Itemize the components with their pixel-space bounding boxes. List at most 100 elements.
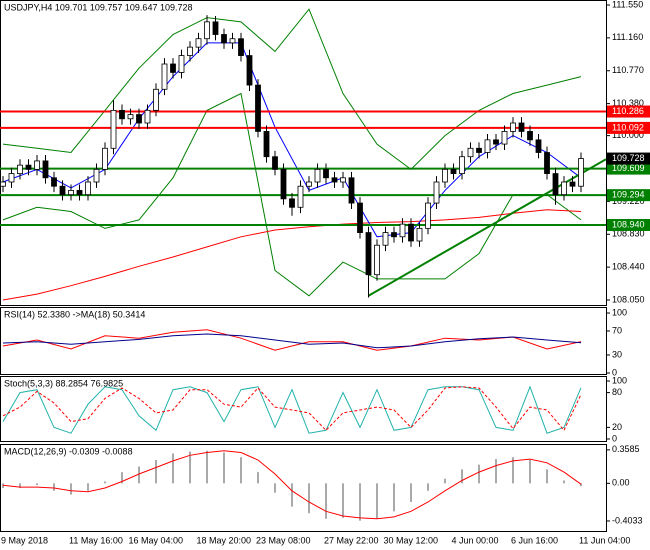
candle-body [68,190,74,196]
candle-body [153,88,159,111]
candle-body [476,147,482,153]
panel-frame [0,444,607,532]
histogram-bar [461,469,463,484]
candle-body [561,181,567,196]
candle-body [144,109,151,124]
candle-body [578,158,584,187]
panel-title: RSI(14) 52.3380 ->MA(18) 50.3414 [4,309,145,319]
candle-body [170,63,176,73]
candle-body [93,168,100,183]
candle-body [187,46,193,56]
level-label-box [607,162,650,175]
level-label-box [607,121,650,134]
x-tick-label: 6 Jun 16:00 [511,535,558,545]
histogram-bar [580,483,582,487]
y-tick-label: 0.00 [612,478,630,488]
histogram-bar [189,451,191,484]
level-label-box [607,105,650,118]
candle-body [238,38,244,56]
level-label: 110.092 [612,122,644,132]
x-tick-label: 30 May 12:00 [384,535,439,545]
candle-body [59,185,66,196]
x-tick-label: 16 May 04:00 [129,535,184,545]
level-label: 110.286 [612,106,644,116]
histogram-bar [19,483,21,488]
indicator-line [2,333,582,349]
candle-body [212,21,219,35]
candle-body [552,173,559,196]
candle-body [195,38,202,48]
y-tick-label: 111.160 [612,32,643,42]
histogram-bar [529,460,531,484]
y-tick-label: 110.000 [612,130,644,140]
x-tick-label: 11 Jun 04:00 [579,535,630,545]
y-tick-label: 80 [612,387,622,397]
candle-body [127,114,134,120]
x-tick-label: 9 May 2018 [1,535,48,545]
panel-title: Stoch(5,3,3) 88.2854 76.9825 [4,378,123,388]
y-tick-label: 30 [612,349,622,359]
candle-body [221,34,227,44]
y-tick-label: 100 [612,375,627,385]
histogram-bar [393,483,395,512]
candle-body [442,168,448,183]
candle-body [204,21,210,40]
panel-plot [0,8,606,301]
y-tick-label: 108.830 [612,229,645,239]
indicator-line [2,209,582,301]
histogram-bar [478,464,480,484]
candle-body [85,181,91,196]
candle-body [25,164,32,170]
level-label-box [607,218,650,231]
y-tick-label: 20 [612,422,622,432]
y-tick-label: 0.3585 [612,444,640,454]
candle-body [17,164,23,174]
panel-frame [0,376,607,442]
y-tick-label: 110.770 [612,65,644,75]
candle-body [255,84,261,132]
panel-title: MACD(12,26,9) -0.0309 -0.0088 [4,446,133,456]
histogram-bar [410,483,412,502]
candle-body [314,168,321,183]
y-tick-label: 100 [612,307,627,317]
histogram-bar [257,472,259,484]
histogram-bar [53,483,55,491]
candle-body [229,38,236,44]
level-label: 108.940 [612,219,645,229]
y-tick-label: 0 [612,433,617,443]
histogram-bar [444,478,446,484]
candle-body [348,177,355,204]
candle-body [544,152,550,174]
y-tick-label: 70 [612,325,622,335]
x-tick-label: 27 May 22:00 [324,535,379,545]
candle-body [161,63,168,90]
candle-body [493,139,499,145]
x-tick-label: 23 May 08:00 [256,535,311,545]
histogram-bar [121,472,123,484]
candle-body [484,139,491,153]
candle-body [382,232,389,246]
candle-body [357,202,363,233]
histogram-bar [274,483,276,493]
candle-body [8,173,15,183]
y-tick-label: 108.050 [612,294,645,304]
panel-plot [2,385,582,434]
indicator-line [2,8,582,171]
candle-body [263,131,270,158]
candle-body [136,114,142,124]
candle-body [425,202,431,229]
histogram-bar [172,453,174,484]
candle-body [527,131,533,141]
candle-body [416,227,423,242]
histogram-bar [87,483,89,491]
indicator-line [2,329,582,351]
last-price-label: 109.728 [612,153,645,163]
candle-body [467,147,474,158]
candle-body [119,109,125,120]
signal-line [2,450,582,520]
histogram-bar [495,459,497,484]
candle-body [433,181,440,204]
histogram-bar [512,457,514,484]
candle-body [323,168,329,179]
